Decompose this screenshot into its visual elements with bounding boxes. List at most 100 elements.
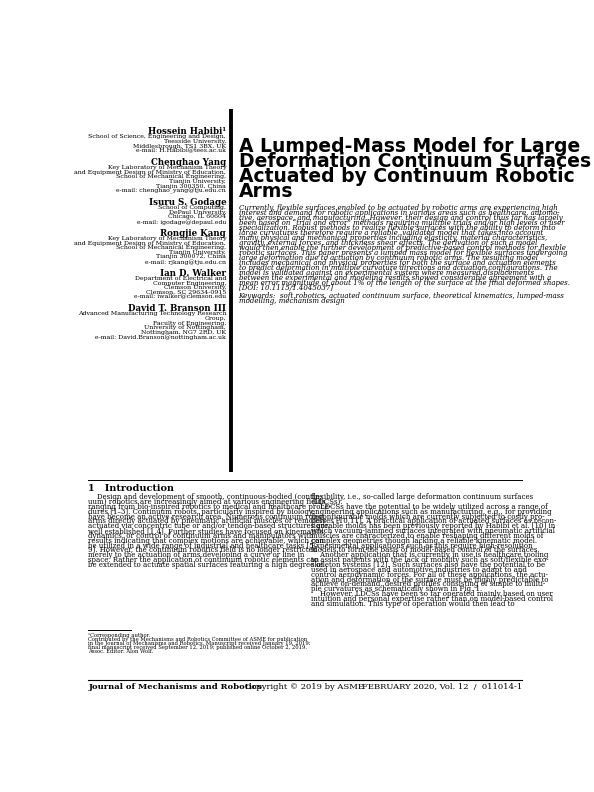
Text: School of Computing,: School of Computing, [158,205,226,210]
Text: Chicago, IL 60604: Chicago, IL 60604 [168,215,226,219]
Text: includes mechanical and physical properties for both the surface and actuation e: includes mechanical and physical propert… [239,259,555,267]
Text: intuition and personal expertise rather than on model-based control: intuition and personal expertise rather … [311,595,554,603]
Text: specialization. Robust methods to realize flexible surfaces with the ability to : specialization. Robust methods to realiz… [239,223,555,231]
Text: be utilized in a wide range of industrial and healthcare tasks [5–: be utilized in a wide range of industria… [88,542,317,550]
Text: interest and demand for robotic applications in various areas such as healthcare: interest and demand for robotic applicat… [239,208,559,217]
Text: However, LDCSs have been so far operated mainly based on user: However, LDCSs have been so far operated… [311,590,553,598]
Text: gravity, external forces, and thickness shear effects. The derivation of such a : gravity, external forces, and thickness … [239,238,537,246]
Text: Currently, flexible surfaces enabled to be actuated by robotic arms are experien: Currently, flexible surfaces enabled to … [239,204,557,211]
Text: figurable molds has been previously reported by Habibi et al. [10] in: figurable molds has been previously repo… [311,522,555,530]
Text: Teesside University,: Teesside University, [164,139,226,144]
Text: e-mail: igodage@depaul.edu: e-mail: igodage@depaul.edu [137,219,226,225]
Text: to predict deformation in multiple curvature directions and actuation configurat: to predict deformation in multiple curva… [239,264,557,272]
Text: mean error magnitude of about 1% of the length of the surface at the final defor: mean error magnitude of about 1% of the … [239,279,570,287]
Text: 9]. However, the continuum robotics field is no longer restricted: 9]. However, the continuum robotics fiel… [88,546,317,554]
Text: final manuscript received September 12, 2019; published online October 2, 2019.: final manuscript received September 12, … [88,645,307,650]
Text: Tianjin University,: Tianjin University, [169,249,226,255]
Text: A Lumped-Mass Model for Large: A Lumped-Mass Model for Large [239,137,580,156]
Text: [DOI: 10.1115/1.4045037]: [DOI: 10.1115/1.4045037] [239,284,333,291]
Text: modelling, mechanism design: modelling, mechanism design [239,297,345,305]
Text: Actuated by Continuum Robotic: Actuated by Continuum Robotic [239,167,574,186]
Text: LDCSs have the potential to be widely utilized across a range of: LDCSs have the potential to be widely ut… [311,503,548,511]
Text: Copyright © 2019 by ASME: Copyright © 2019 by ASME [245,683,364,691]
Text: control aerodynamic forces. For all of these applications, the actu-: control aerodynamic forces. For all of t… [311,571,548,579]
Text: in the Journal of Mechanisms and Robotics. Manuscript received January 19, 2019;: in the Journal of Mechanisms and Robotic… [88,642,311,646]
Text: Experimental applications such as this require high-resolution: Experimental applications such as this r… [311,542,533,550]
Text: would then enable the further development of predictive-based control methods fo: would then enable the further developmen… [239,244,565,252]
Text: e-mail: rjkang@tju.edu.cn: e-mail: rjkang@tju.edu.cn [145,259,226,265]
Text: complex geometries though lacking a reliable kinematic model.: complex geometries though lacking a reli… [311,537,538,545]
Text: to assist patients with the lack of mobility such as soft/flexible exo-: to assist patients with the lack of mobi… [311,556,549,564]
Text: Nottingham, NG7 2RD, UK: Nottingham, NG7 2RD, UK [141,330,226,335]
Text: School of Mechanical Engineering,: School of Mechanical Engineering, [116,246,226,250]
Text: Arms: Arms [239,182,293,201]
Text: Assoc. Editor: Alon Wolf.: Assoc. Editor: Alon Wolf. [88,649,154,654]
Text: been based on “trial and error” methods requiring multiple trials and/or high le: been based on “trial and error” methods … [239,219,564,227]
Text: arms directly actuated by pneumatic artificial muscles or remotely: arms directly actuated by pneumatic arti… [88,517,326,525]
Text: be extended to actuate spatial surfaces featuring a high degree of: be extended to actuate spatial surfaces … [88,561,324,569]
Text: ation and deformation of the surface must be highly predictable to: ation and deformation of the surface mus… [311,576,549,584]
Text: many physical and mechanical properties including elasticity, material character: many physical and mechanical properties … [239,234,547,242]
Text: Tianjin 300072, China: Tianjin 300072, China [156,254,226,260]
Text: between the experimental and modeling results showed considerable agreement with: between the experimental and modeling re… [239,274,551,282]
Text: reconfigurable molds which are currently subjected to costly pro-: reconfigurable molds which are currently… [311,512,545,520]
Text: Key Laboratory of Mechanism Theory: Key Laboratory of Mechanism Theory [108,236,226,241]
Text: tive, aerospace, and manufacturing. However, their design and control thus far h: tive, aerospace, and manufacturing. Howe… [239,214,563,222]
Text: muscles are characterized to enable reshaping different molds of: muscles are characterized to enable resh… [311,532,544,540]
Text: Department of Electrical and: Department of Electrical and [134,276,226,281]
Text: have become an active research area. Numerous continuum robot: have become an active research area. Num… [88,512,325,520]
Text: Faculty of Engineering,: Faculty of Engineering, [153,321,226,326]
Text: and Equipment Design of Ministry of Education,: and Equipment Design of Ministry of Educ… [74,169,226,175]
Text: Design and development of smooth, continuous-bodied (contin-: Design and development of smooth, contin… [88,493,322,501]
Text: Tianjin 300350, China: Tianjin 300350, China [156,184,226,188]
Text: School of Mechanical Engineering,: School of Mechanical Engineering, [116,174,226,179]
Text: Clemson University,: Clemson University, [164,285,226,290]
Text: cesses [10,11]. A practical application of actuated surfaces as recon-: cesses [10,11]. A practical application … [311,517,557,525]
Text: which vacuum-jammed surfaces integrated with pneumatic artificial: which vacuum-jammed surfaces integrated … [311,527,555,535]
Text: model is validated against an experimental system where measured displacements: model is validated against an experiment… [239,268,533,276]
Text: actuated via concentric tube or and/or tendon-based structures are: actuated via concentric tube or and/or t… [88,522,328,530]
Text: large curvatures therefore require a reliable, validated model that takes into a: large curvatures therefore require a rel… [239,229,543,237]
Text: achieve on-demand, desired profiles consisting of simple to multi-: achieve on-demand, desired profiles cons… [311,581,546,588]
Text: ¹Corresponding author.: ¹Corresponding author. [88,634,150,638]
Text: Hossein Habibi¹: Hossein Habibi¹ [148,128,226,136]
Text: Isuru S. Godage: Isuru S. Godage [148,198,226,208]
Text: Tianjin University,: Tianjin University, [169,179,226,184]
Text: and Equipment Design of Ministry of Education,: and Equipment Design of Ministry of Educ… [74,241,226,246]
Text: (LDCSs).: (LDCSs). [311,498,343,506]
Text: results indicating that complex motions are achievable, which can: results indicating that complex motions … [88,537,324,545]
Text: models to form the basis of model-based control of the surfaces.: models to form the basis of model-based … [311,546,540,554]
Text: Clemson, SC 29634-0915: Clemson, SC 29634-0915 [146,290,226,295]
Text: and simulation. This type of operation would then lead to: and simulation. This type of operation w… [311,600,515,607]
Text: Rongjie Kang: Rongjie Kang [160,229,226,238]
Text: Journal of Mechanisms and Robotics: Journal of Mechanisms and Robotics [88,683,262,691]
Text: space. Rather the application of continuum robotic elements can: space. Rather the application of continu… [88,556,319,564]
Text: Contributed by the Mechanisms and Robotics Committee of ASME for publication: Contributed by the Mechanisms and Roboti… [88,638,307,642]
Text: Ian D. Walker: Ian D. Walker [160,269,226,278]
Text: dynamics, or control of continuum arms and manipulators with: dynamics, or control of continuum arms a… [88,532,314,540]
Text: Key Laboratory of Mechanism Theory: Key Laboratory of Mechanism Theory [108,165,226,170]
Text: used in aerospace and automotive industries to adapt to and: used in aerospace and automotive industr… [311,566,527,574]
Text: Chenghao Yang: Chenghao Yang [151,158,226,167]
Text: robotic surfaces. This paper presents a lumped mass model for flexible surfaces : robotic surfaces. This paper presents a … [239,249,567,257]
Text: flexibility, i.e., so-called large deformation continuum surfaces: flexibility, i.e., so-called large defor… [311,493,533,501]
Text: Computer Engineering,: Computer Engineering, [153,280,226,286]
Text: e-mail: chenghao_yang@tju.edu.cn: e-mail: chenghao_yang@tju.edu.cn [116,188,226,195]
Text: David T. Branson III: David T. Branson III [128,304,226,314]
Text: merely to the actuation of arms developing a curve or line in: merely to the actuation of arms developi… [88,551,305,559]
Text: skeleton systems [12]. Such surfaces also have the potential to be: skeleton systems [12]. Such surfaces als… [311,561,545,569]
Text: well established [1,4]. Further studies have focused on kinematics,: well established [1,4]. Further studies … [88,527,326,535]
Text: Keywords:  soft robotics, actuated continuum surface, theoretical kinematics, lu: Keywords: soft robotics, actuated contin… [239,291,564,300]
Text: engineering applications such as manufacturing, e.g., for providing: engineering applications such as manufac… [311,508,552,516]
Text: FEBRUARY 2020, Vol. 12  /  011014-1: FEBRUARY 2020, Vol. 12 / 011014-1 [362,683,522,691]
Text: e-mail: David.Branson@nottingham.ac.uk: e-mail: David.Branson@nottingham.ac.uk [96,334,226,340]
Text: Deformation Continuum Surfaces: Deformation Continuum Surfaces [239,152,590,171]
Text: DePaul University,: DePaul University, [169,210,226,215]
Text: School of Science, Engineering and Design,: School of Science, Engineering and Desig… [89,135,226,139]
Text: ple curvatures as schematically shown in Fig. 1.: ple curvatures as schematically shown in… [311,585,483,593]
Text: e-mail: H.Habibi@tees.ac.uk: e-mail: H.Habibi@tees.ac.uk [136,148,226,154]
Text: 1   Introduction: 1 Introduction [88,484,174,493]
Text: ranging from bio-inspired robotics to medical and healthcare proce-: ranging from bio-inspired robotics to me… [88,503,331,511]
Text: e-mail: iwalker@clemson.edu: e-mail: iwalker@clemson.edu [134,295,226,299]
Text: Another application that is currently in use is healthcare tooling: Another application that is currently in… [311,551,549,559]
